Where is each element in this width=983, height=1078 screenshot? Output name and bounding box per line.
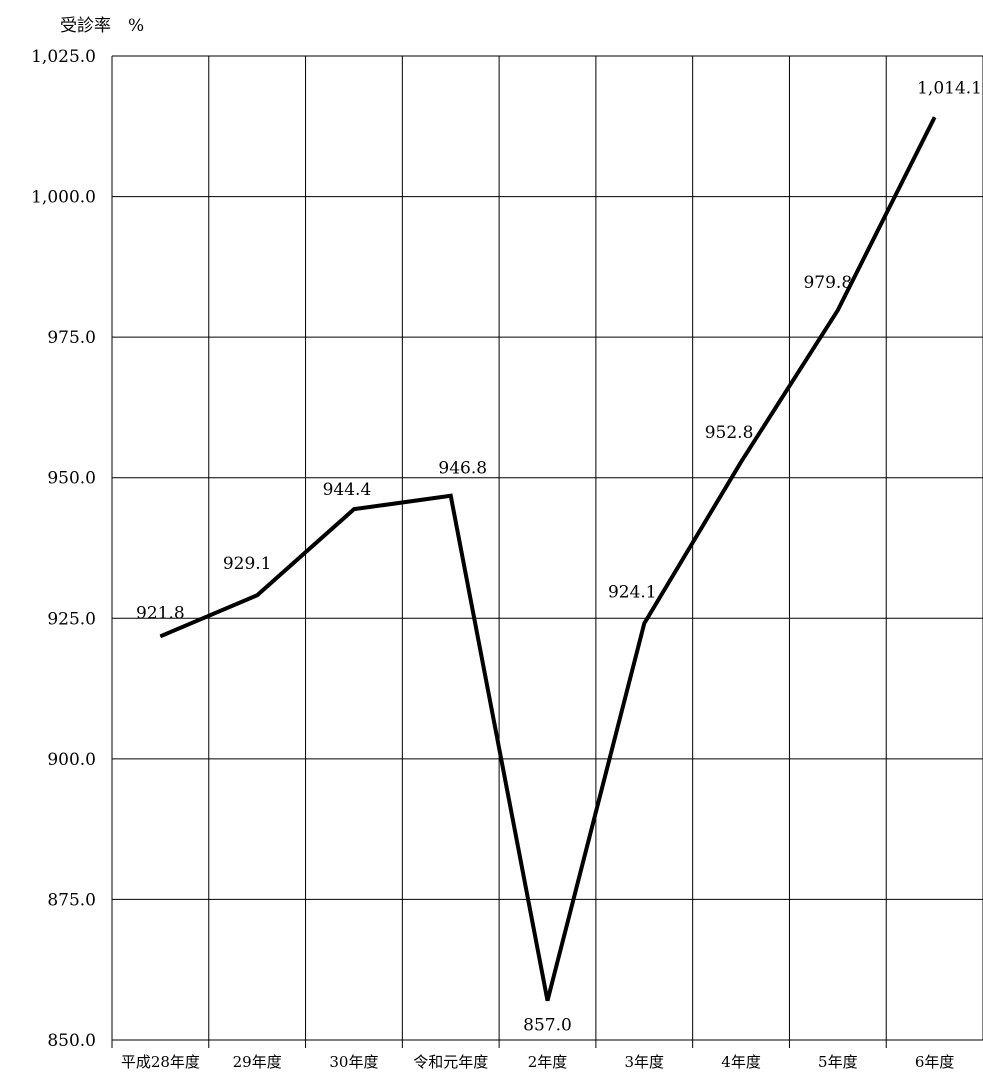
data-point (450, 495, 452, 497)
y-tick-label: 950.0 (47, 469, 96, 489)
data-label: 946.8 (438, 459, 487, 479)
y-tick-label: 925.0 (47, 609, 96, 629)
x-tick-label: 30年度 (329, 1053, 378, 1071)
grid-lines (111, 55, 983, 1048)
data-label: 979.8 (803, 273, 852, 293)
y-axis-label: 受診率 % (60, 16, 144, 36)
x-tick-label: 平成28年度 (121, 1053, 200, 1071)
x-tick-label: 3年度 (625, 1053, 665, 1071)
data-point (256, 594, 258, 596)
data-label: 857.0 (523, 1016, 572, 1036)
y-axis-ticks: 850.0 875.0 900.0 925.0 950.0 975.0 1,000.0 1,0… (31, 47, 96, 1051)
x-axis-ticks: 平成28年度 29年度 30年度 令和元年度 2年度 3年度 4年度 5年度 6年度 (121, 1053, 955, 1071)
data-point (934, 116, 936, 118)
data-labels: 921.8 929.1 944.4 946.8 857.0 924.1 952.8 979.8… (136, 78, 982, 1035)
data-point (643, 622, 645, 624)
data-point (353, 508, 355, 510)
data-point (159, 635, 161, 637)
y-tick-label: 1,025.0 (31, 47, 96, 67)
series-line (159, 116, 937, 1002)
y-tick-label: 975.0 (47, 328, 96, 348)
y-tick-label: 850.0 (47, 1031, 96, 1051)
data-label: 944.4 (323, 480, 372, 500)
data-point (837, 309, 839, 311)
x-tick-label: 4年度 (721, 1053, 761, 1071)
x-tick-label: 6年度 (915, 1053, 955, 1071)
y-tick-label: 900.0 (47, 750, 96, 770)
data-label: 929.1 (223, 554, 272, 574)
data-label: 924.1 (608, 582, 657, 602)
x-tick-label: 令和元年度 (413, 1053, 488, 1071)
x-tick-label: 29年度 (233, 1053, 282, 1071)
y-tick-label: 875.0 (47, 890, 96, 910)
x-tick-label: 5年度 (818, 1053, 858, 1071)
y-tick-label: 1,000.0 (31, 188, 96, 208)
data-label: 1,014.1 (917, 78, 982, 98)
data-label: 952.8 (705, 423, 754, 443)
data-point (547, 1000, 548, 1002)
data-point (740, 461, 742, 463)
x-tick-label: 2年度 (528, 1053, 568, 1071)
series-group (159, 116, 937, 1002)
data-label: 921.8 (136, 603, 185, 623)
